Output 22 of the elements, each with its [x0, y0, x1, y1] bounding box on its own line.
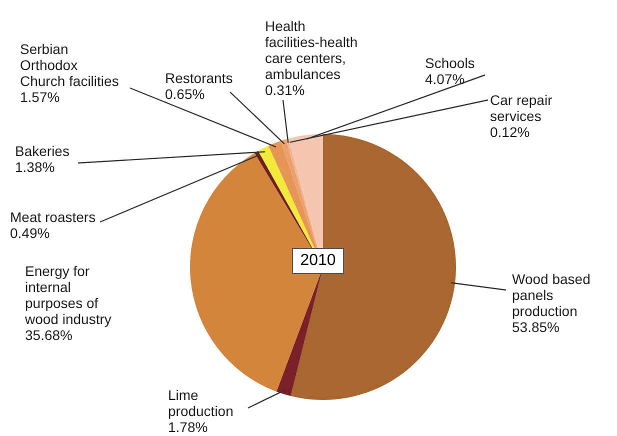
- data-label: 0.65%: [165, 86, 205, 102]
- data-label: 35.68%: [25, 327, 72, 343]
- slice-label: Health facilities-health care centers, ambulances: [265, 18, 358, 82]
- data-label: 1.38%: [15, 159, 55, 175]
- slice-label: Bakeries: [15, 143, 70, 159]
- pie-slice: [290, 134, 456, 400]
- data-label: 0.31%: [265, 82, 305, 98]
- data-label: 1.78%: [168, 419, 208, 435]
- slice-label: Car repair services: [490, 92, 553, 124]
- data-label: 53.85%: [512, 319, 560, 335]
- slice-label: Wood based panels production: [512, 271, 590, 319]
- slice-label: Serbian Orthodox Church facilities: [20, 41, 119, 89]
- data-label: 0.12%: [490, 124, 530, 140]
- slice-label: Lime production: [168, 387, 234, 419]
- slice-label: Schools: [425, 55, 475, 71]
- text: 2010: [292, 248, 344, 274]
- data-label: 0.49%: [10, 225, 50, 241]
- slice-label: Meat roasters: [10, 209, 96, 225]
- slice-label: Restorants: [165, 70, 233, 86]
- slice-label: Energy for internal purposes of wood industry: [24, 263, 112, 327]
- data-label: 4.07%: [425, 71, 465, 87]
- data-label: 1.57%: [20, 89, 60, 105]
